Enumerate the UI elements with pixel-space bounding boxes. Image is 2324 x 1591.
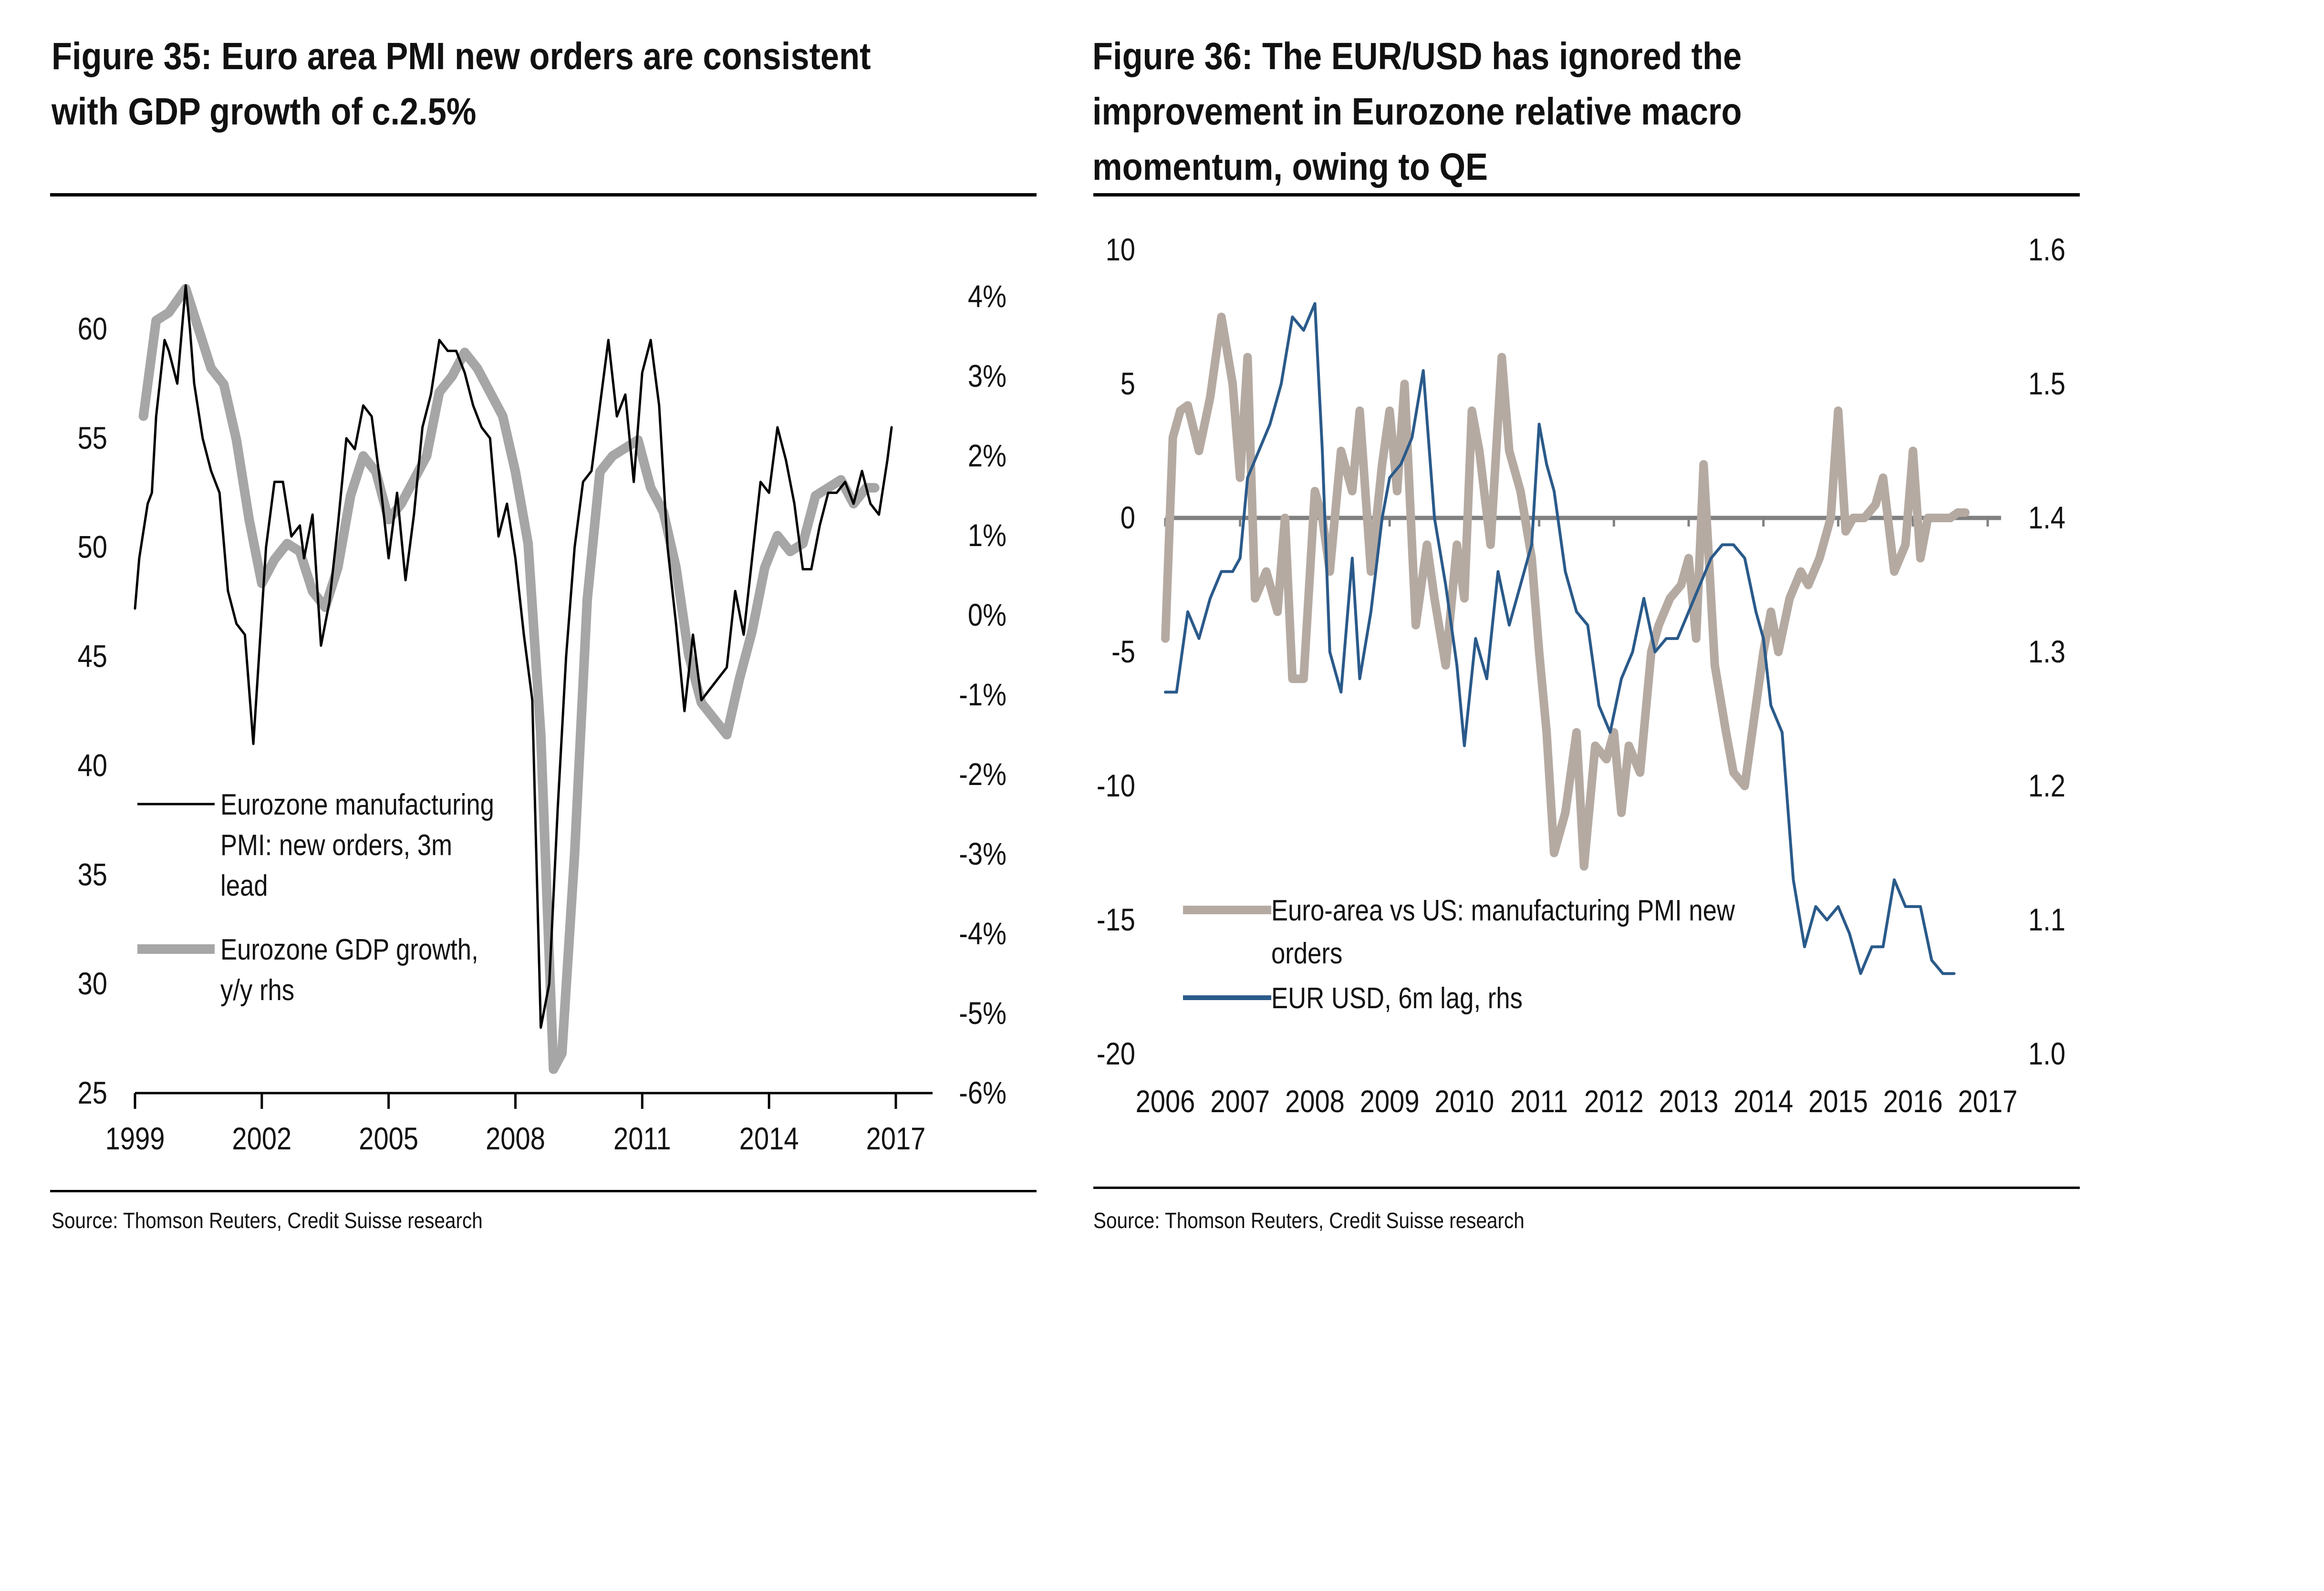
fig35-y-right-tick-label: -5%	[959, 996, 1006, 1031]
fig35-x-tick-label: 2014	[739, 1121, 799, 1156]
figure-36-bottom-rule	[1093, 1187, 2080, 1189]
fig36-y-left-tick-label: -15	[1097, 902, 1135, 937]
fig35-x-tick-label: 2008	[486, 1121, 545, 1156]
fig35-y-left-tick-label: 35	[78, 857, 107, 892]
fig35-series-pmi-line	[134, 284, 893, 1029]
fig35-x-tick-label: 2002	[232, 1121, 291, 1156]
fig35-x-tick-label: 2005	[359, 1121, 418, 1156]
figure-35-source: Source: Thomson Reuters, Credit Suisse r…	[52, 1208, 483, 1233]
fig36-series-pmi-diff-line	[1161, 312, 1970, 871]
figure-35-top-rule	[50, 193, 1037, 196]
fig36-x-tick-label: 2007	[1210, 1084, 1270, 1119]
fig36-legend-label-pmi: Euro-area vs US: manufacturing PMI new	[1271, 894, 1735, 927]
fig35-y-left-tick-label: 40	[78, 748, 107, 783]
fig36-y-left-tick-label: 0	[1120, 500, 1135, 535]
figure-35-title-line-1: Figure 35: Euro area PMI new orders are …	[52, 35, 871, 77]
fig35-y-left-tick-label: 60	[78, 311, 107, 346]
fig35-legend-label-pmi: lead	[220, 869, 268, 902]
fig35-y-right-tick-label: -2%	[959, 757, 1006, 792]
figure-36-title-line-1: Figure 36: The EUR/USD has ignored the	[1092, 35, 1742, 77]
fig35-y-left-tick-label: 30	[78, 966, 107, 1001]
fig36-y-right-tick-label: 1.4	[2028, 500, 2065, 535]
figure-36-title-line-3: momentum, owing to QE	[1092, 145, 1488, 188]
fig36-y-right-tick-label: 1.2	[2028, 768, 2065, 803]
fig35-y-right-tick-label: -4%	[959, 916, 1006, 951]
fig35-y-left-tick-label: 50	[78, 529, 107, 564]
fig35-y-right-tick-label: 1%	[968, 518, 1006, 553]
fig36-legend-label-pmi: orders	[1271, 937, 1342, 970]
fig35-y-right-tick-label: -3%	[959, 837, 1006, 871]
fig36-x-tick-label: 2008	[1285, 1084, 1345, 1119]
fig35-y-right-tick-label: 0%	[968, 598, 1006, 632]
figure-36-title-line-2: improvement in Eurozone relative macro	[1092, 90, 1742, 133]
fig36-y-right-tick-label: 1.1	[2028, 902, 2065, 937]
figure-35-title: Figure 35: Euro area PMI new orders are …	[52, 29, 871, 139]
fig36-x-tick-label: 2011	[1510, 1084, 1568, 1119]
fig36-x-tick-label: 2015	[1808, 1084, 1868, 1119]
fig36-x-tick-label: 2013	[1659, 1084, 1719, 1119]
figure-36-source: Source: Thomson Reuters, Credit Suisse r…	[1093, 1208, 1525, 1233]
fig35-legend-label-gdp: Eurozone GDP growth,	[220, 933, 478, 966]
fig35-y-left-tick-label: 55	[78, 421, 107, 455]
fig35-x-tick-label: 2011	[613, 1121, 671, 1156]
fig35-series-gdp-line	[138, 284, 880, 1074]
fig36-x-tick-label: 2014	[1733, 1084, 1793, 1119]
fig36-y-left-tick-label: -10	[1097, 768, 1135, 803]
fig36-y-left-tick-label: -20	[1097, 1036, 1135, 1071]
figure-36-top-rule	[1093, 193, 2080, 196]
fig35-y-right-tick-label: 4%	[968, 279, 1006, 314]
fig35-y-right-tick-label: -6%	[959, 1075, 1006, 1110]
figure-35-title-line-2: with GDP growth of c.2.5%	[52, 90, 477, 133]
fig36-series-eurusd-line	[1164, 302, 1956, 975]
figure-36-title: Figure 36: The EUR/USD has ignored the i…	[1092, 29, 1742, 195]
fig36-y-right-tick-label: 1.3	[2028, 634, 2065, 669]
fig35-y-left-tick-label: 25	[78, 1075, 107, 1110]
fig36-x-tick-label: 2017	[1958, 1084, 2018, 1119]
fig35-y-right-tick-label: 2%	[968, 438, 1006, 473]
fig35-legend-label-pmi: PMI: new orders, 3m	[220, 829, 452, 862]
fig36-y-right-tick-label: 1.6	[2028, 232, 2065, 267]
fig36-x-tick-label: 2012	[1584, 1084, 1644, 1119]
fig35-y-left-tick-label: 45	[78, 639, 107, 673]
fig36-x-tick-label: 2006	[1136, 1084, 1195, 1119]
fig36-x-tick-label: 2016	[1883, 1084, 1943, 1119]
fig36-y-right-tick-label: 1.5	[2028, 366, 2065, 401]
fig36-y-right-tick-label: 1.0	[2028, 1036, 2065, 1071]
fig35-legend-label-gdp: y/y rhs	[220, 974, 294, 1007]
fig36-y-left-tick-label: 10	[1106, 232, 1135, 267]
fig36-y-left-tick-label: -5	[1111, 634, 1135, 669]
fig36-y-left-tick-label: 5	[1120, 366, 1135, 401]
fig35-x-tick-label: 2017	[866, 1121, 926, 1156]
fig35-y-right-tick-label: -1%	[959, 677, 1006, 712]
fig36-legend-label-eurusd: EUR USD, 6m lag, rhs	[1271, 982, 1523, 1015]
fig36-x-tick-label: 2009	[1360, 1084, 1420, 1119]
fig35-y-right-tick-label: 3%	[968, 359, 1006, 393]
fig35-x-tick-label: 1999	[105, 1121, 165, 1156]
fig35-legend-label-pmi: Eurozone manufacturing	[220, 788, 494, 821]
figure-35-bottom-rule	[50, 1190, 1037, 1192]
fig36-x-tick-label: 2010	[1435, 1084, 1494, 1119]
